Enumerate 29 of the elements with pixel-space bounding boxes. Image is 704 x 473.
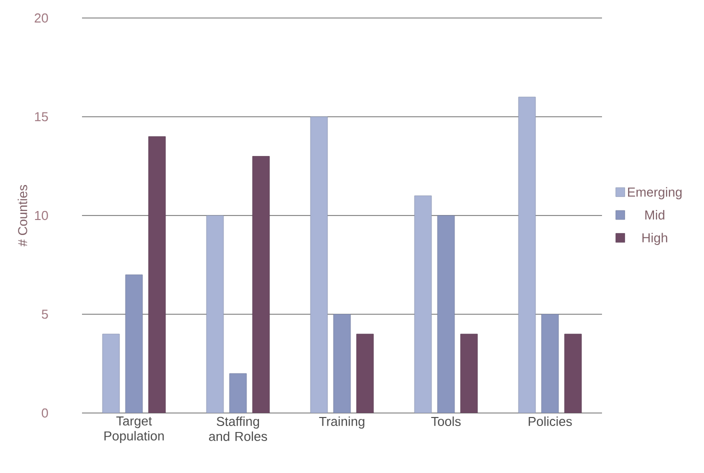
bar — [541, 314, 559, 413]
bar — [564, 334, 582, 413]
y-tick-label: 15 — [35, 112, 48, 122]
bar — [206, 215, 224, 413]
x-tick-label: Staffing and Roles — [209, 416, 268, 441]
y-tick-label: 0 — [42, 408, 48, 418]
bar — [437, 215, 455, 413]
bar — [414, 196, 432, 413]
x-tick-label: Policies — [528, 416, 572, 426]
bar — [148, 136, 166, 413]
bar — [460, 334, 478, 413]
bar — [356, 334, 374, 413]
bar — [229, 373, 247, 413]
bar — [333, 314, 351, 413]
x-tick-label: Training — [319, 416, 364, 429]
bar — [252, 156, 270, 413]
y-axis-title: # Counties — [18, 185, 28, 246]
bar — [310, 116, 328, 413]
x-tick-label: Target Population — [104, 416, 164, 444]
bar — [102, 334, 120, 413]
legend-label: Emerging — [628, 187, 682, 200]
y-tick-label: 10 — [35, 210, 48, 220]
legend-label: Mid — [645, 210, 664, 220]
y-tick-label: 20 — [34, 13, 48, 23]
bar — [518, 96, 536, 413]
y-tick-label: 5 — [42, 310, 48, 319]
legend-label: High — [642, 232, 668, 245]
bar — [125, 274, 143, 413]
x-tick-label: Tools — [431, 416, 461, 426]
